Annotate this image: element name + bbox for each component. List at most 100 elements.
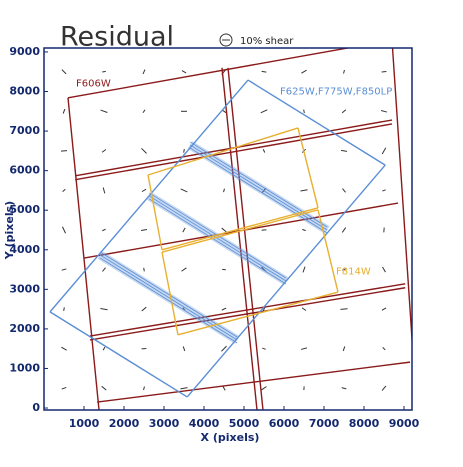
x-tick-label: 4000 (189, 417, 220, 430)
plot-frame (44, 48, 412, 410)
whisker (223, 386, 225, 390)
y-tick-label: 0 (32, 401, 40, 414)
whisker (183, 346, 185, 351)
whisker (62, 269, 67, 270)
whisker (263, 149, 265, 152)
whisker (342, 110, 346, 113)
whisker (184, 149, 185, 153)
whisker (63, 109, 65, 114)
footprint-edge (90, 284, 405, 336)
footprint-edge (50, 80, 248, 312)
whisker (341, 150, 347, 151)
whisker (342, 189, 345, 193)
x-tick-label: 2000 (109, 417, 140, 430)
whisker (102, 149, 106, 152)
whisker (142, 307, 147, 311)
whisker (62, 70, 66, 74)
x-tick-label: 5000 (229, 417, 260, 430)
whisker (301, 348, 307, 350)
whisker (102, 386, 107, 390)
x-tick-label: 3000 (149, 417, 180, 430)
whisker (262, 348, 265, 349)
x-tick-label: 8000 (349, 417, 380, 430)
whisker (343, 346, 345, 351)
whisker (141, 229, 147, 230)
footprint-edge (50, 312, 187, 397)
whisker (302, 308, 306, 311)
chip-gap-line (149, 199, 286, 284)
legend-label: 10% shear (240, 36, 294, 47)
footprint-edge (148, 175, 162, 250)
x-tick-label: 1000 (69, 417, 100, 430)
whisker (381, 111, 387, 113)
footprint-edge (318, 210, 338, 292)
y-tick-label: 8000 (9, 85, 40, 98)
whisker (261, 110, 268, 113)
whisker (342, 228, 345, 233)
whisker (340, 309, 347, 310)
whisker (61, 347, 66, 350)
whisker (262, 387, 267, 390)
whisker (144, 268, 145, 272)
x-tick-label: 6000 (269, 417, 300, 430)
whisker (64, 307, 65, 311)
whisker (144, 387, 145, 390)
y-tick-label: 6000 (9, 164, 40, 177)
whisker (102, 229, 105, 231)
whisker (304, 110, 305, 114)
footprint-label: F606W (76, 79, 111, 90)
whisker (102, 71, 106, 72)
whisker (182, 71, 186, 73)
whisker (382, 386, 386, 391)
x-tick-label: 9000 (389, 417, 420, 430)
footprint-edge (392, 40, 414, 368)
footprint-edge (298, 128, 318, 208)
y-tick-label: 9000 (9, 45, 40, 58)
whisker (342, 388, 347, 389)
footprint-label: F814W (336, 267, 371, 278)
whisker (62, 387, 67, 389)
y-tick-label: 2000 (9, 322, 40, 335)
whisker (222, 308, 226, 310)
whisker (143, 70, 145, 74)
x-axis-title: X (pixels) (201, 431, 260, 444)
whisker (63, 189, 66, 191)
whisker (382, 190, 385, 191)
whisker (222, 228, 227, 232)
whisker (300, 190, 307, 191)
whisker (301, 70, 306, 73)
footprint-label: F625W,F775W,F850LP (280, 87, 392, 98)
chip-gap-line (190, 145, 327, 230)
whisker (62, 227, 65, 234)
whisker (262, 71, 267, 72)
whisker (383, 347, 386, 350)
y-tick-label: 3000 (9, 282, 40, 295)
whisker (182, 268, 187, 271)
whisker (103, 188, 105, 194)
whisker (382, 148, 386, 154)
y-tick-label: 4000 (9, 243, 40, 256)
chip-gap-line (100, 258, 237, 343)
plot-area: F606W F625W,F775W,F850LP F814W (50, 40, 414, 420)
whisker (303, 267, 305, 273)
chip-gap-line (149, 196, 286, 281)
whisker (180, 388, 187, 389)
whisker (100, 308, 107, 309)
whisker (101, 110, 108, 112)
whisker (143, 110, 145, 113)
y-tick-label: 7000 (9, 124, 40, 137)
y-tick-label: 5000 (9, 203, 40, 216)
whisker (344, 70, 345, 73)
whisker (224, 189, 225, 192)
whisker (183, 228, 185, 232)
whisker (103, 347, 105, 350)
whisker (142, 189, 146, 191)
whisker (181, 189, 188, 192)
whisker (383, 267, 386, 272)
whisker (61, 151, 67, 152)
whisker (221, 346, 226, 351)
y-tick-label: 1000 (9, 361, 40, 374)
whisker (102, 268, 105, 272)
whisker (302, 229, 305, 230)
